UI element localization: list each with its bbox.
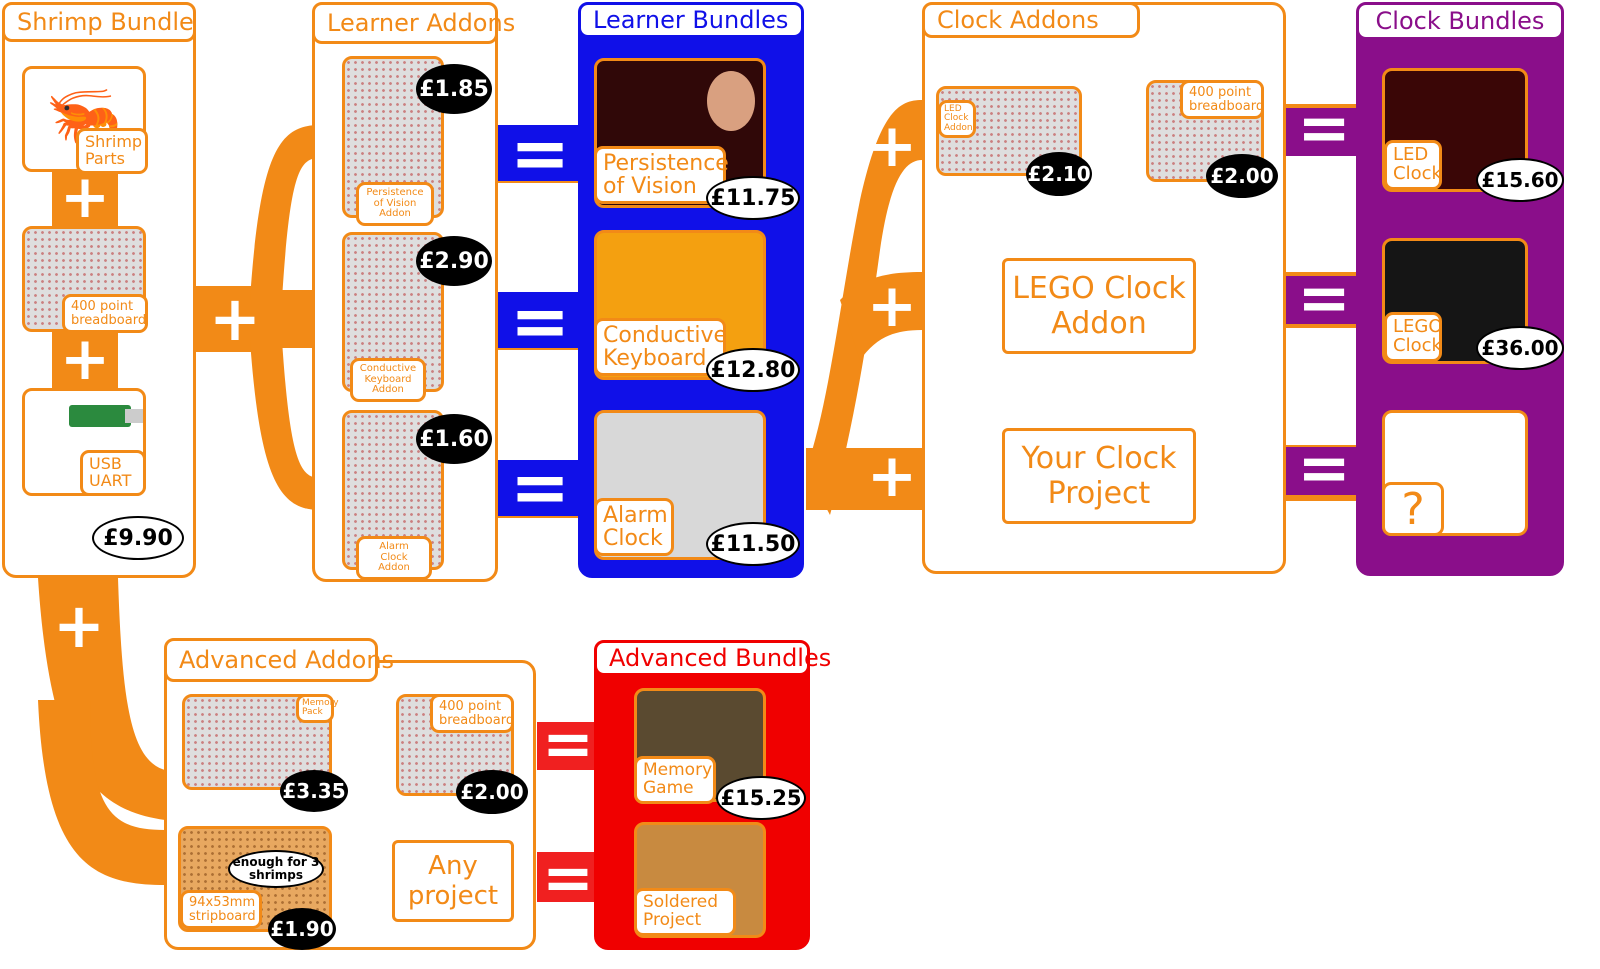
equals-symbol: = bbox=[509, 445, 571, 529]
stripboard-label: 94x53mm stripboard bbox=[180, 890, 262, 930]
usb-plug-icon bbox=[125, 409, 143, 423]
shrimp-plus-1 bbox=[52, 172, 118, 226]
advanced-breadboard-price: £2.00 bbox=[456, 770, 528, 814]
memory-game-label: Memory Game bbox=[634, 756, 716, 804]
lego-clock-addon[interactable]: LEGO Clock Addon bbox=[1002, 258, 1196, 354]
clock-bundles-title: Clock Bundles bbox=[1356, 2, 1564, 40]
usb-board-icon bbox=[69, 405, 131, 427]
equals-symbol: = bbox=[509, 279, 571, 363]
stripboard-price: £1.90 bbox=[268, 908, 336, 950]
plus-symbol: + bbox=[53, 588, 105, 662]
plus-symbol: + bbox=[1088, 95, 1140, 165]
learner-addon-keyboard-price: £2.90 bbox=[416, 236, 492, 286]
plus-symbol: + bbox=[59, 162, 111, 232]
plus-symbol: + bbox=[59, 324, 111, 394]
learner-bundle-keyboard-label: Conductive Keyboard bbox=[594, 318, 727, 377]
plus-symbol: + bbox=[338, 710, 390, 780]
lego-clock-bundle-price: £36.00 bbox=[1476, 326, 1564, 370]
equals-symbol: = bbox=[542, 840, 594, 914]
memory-game-price: £15.25 bbox=[716, 776, 806, 820]
shrimp-bundle-price: £9.90 bbox=[92, 516, 184, 560]
learner-bundle-pov-price: £11.75 bbox=[706, 176, 800, 220]
usb-uart-label: USB UART bbox=[80, 450, 146, 496]
equals-symbol: = bbox=[509, 111, 571, 195]
shrimp-parts-label: Shrimp Parts bbox=[76, 128, 148, 174]
memory-pack-label: Memory Pack bbox=[296, 694, 339, 723]
soldered-project-label: Soldered Project bbox=[634, 888, 736, 936]
your-clock-project[interactable]: Your Clock Project bbox=[1002, 428, 1196, 524]
plus-symbol: + bbox=[338, 846, 390, 916]
advanced-addons-title: Advanced Addons bbox=[164, 638, 394, 682]
learner-addon-keyboard-label: Conductive Keyboard Addon bbox=[350, 358, 426, 402]
equals-symbol: = bbox=[542, 706, 594, 780]
stripboard-note: enough for 3 shrimps bbox=[228, 850, 324, 888]
plus-symbol: + bbox=[866, 441, 918, 511]
plus-symbol: + bbox=[866, 111, 918, 181]
equals-symbol: = bbox=[1297, 432, 1351, 506]
shrimp-bundle-title: Shrimp Bundle bbox=[2, 2, 196, 42]
learner-bundle-alarm-price: £11.50 bbox=[706, 522, 800, 566]
advanced-bundles-title: Advanced Bundles bbox=[594, 640, 831, 676]
any-project[interactable]: Any project bbox=[392, 840, 514, 922]
learner-addons-title: Learner Addons bbox=[312, 2, 515, 44]
learner-bundle-alarm-label: Alarm Clock bbox=[594, 498, 674, 557]
person-photo bbox=[707, 71, 755, 131]
lego-clock-bundle-label: LEGO Clock bbox=[1384, 312, 1443, 362]
learner-addon-pov-label: Persistence of Vision Addon bbox=[356, 182, 434, 226]
learner-addon-pov-price: £1.85 bbox=[416, 64, 492, 114]
plus-symbol: + bbox=[866, 271, 918, 341]
equals-symbol: = bbox=[1297, 92, 1351, 166]
advanced-breadboard-label: 400 point breadboard bbox=[430, 694, 514, 734]
led-clock-bundle-price: £15.60 bbox=[1476, 158, 1564, 202]
clock-breadboard-price: £2.00 bbox=[1206, 154, 1278, 198]
led-clock-addon-label: LED Clock Addon bbox=[938, 100, 976, 139]
shrimp-breadboard-label: 400 point breadboard bbox=[62, 294, 148, 334]
led-clock-addon-price: £2.10 bbox=[1026, 152, 1092, 196]
learner-bundle-pov-label: Persistence of Vision bbox=[594, 146, 729, 205]
learner-addon-alarm-label: Alarm Clock Addon bbox=[356, 536, 432, 580]
memory-pack-price: £3.35 bbox=[280, 770, 348, 812]
learner-addon-alarm-price: £1.60 bbox=[416, 414, 492, 464]
equals-symbol: = bbox=[1297, 262, 1351, 336]
led-clock-bundle-label: LED Clock bbox=[1384, 140, 1442, 190]
plus-symbol: + bbox=[209, 281, 261, 355]
learner-bundle-keyboard-price: £12.80 bbox=[706, 348, 800, 392]
clock-addons-title: Clock Addons bbox=[922, 2, 1140, 38]
question-mark: ? bbox=[1382, 482, 1444, 536]
clock-breadboard-label: 400 point breadboard bbox=[1180, 80, 1264, 120]
learner-bundles-title: Learner Bundles bbox=[578, 2, 804, 38]
shrimp-plus-2 bbox=[52, 332, 118, 388]
